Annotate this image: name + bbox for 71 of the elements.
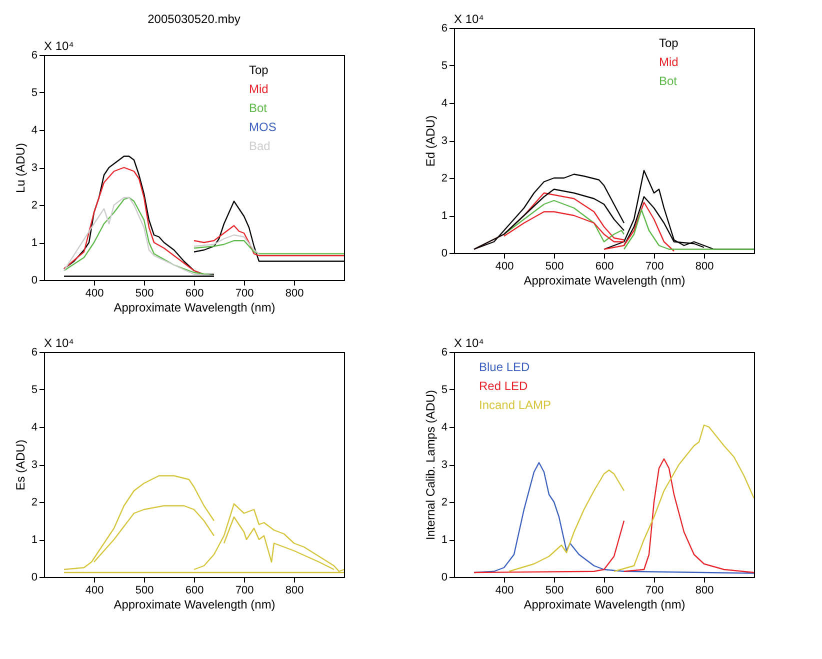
x-tick-label: 600 bbox=[185, 288, 204, 300]
y-tick-label: 1 bbox=[31, 237, 38, 249]
y-axis-title: Es (ADU) bbox=[13, 440, 28, 490]
y-tick-label: 3 bbox=[31, 162, 38, 174]
y-tick-label: 0 bbox=[441, 572, 448, 584]
x-axis-title: Approximate Wavelength (nm) bbox=[524, 274, 686, 288]
y-tick-label: 3 bbox=[441, 459, 448, 471]
x-tick-label: 800 bbox=[285, 584, 304, 596]
x-axis-title: Approximate Wavelength (nm) bbox=[114, 300, 276, 314]
y-tick-label: 3 bbox=[441, 135, 448, 147]
x-tick-label: 700 bbox=[235, 288, 254, 300]
y-tick-label: 6 bbox=[31, 346, 38, 358]
x-tick-label: 600 bbox=[185, 584, 204, 596]
x-tick-label: 800 bbox=[285, 288, 304, 300]
x-tick-label: 500 bbox=[545, 584, 564, 596]
x-tick-label: 700 bbox=[645, 584, 664, 596]
x-tick-label: 600 bbox=[595, 260, 614, 272]
text: Top bbox=[249, 63, 269, 77]
y-tick-label: 0 bbox=[441, 248, 448, 260]
x-tick-label: 400 bbox=[85, 584, 104, 596]
text: Blue LED bbox=[479, 360, 530, 374]
y-tick-label: 1 bbox=[441, 534, 448, 546]
y-tick-label: 1 bbox=[441, 210, 448, 222]
y-tick-label: 0 bbox=[31, 572, 38, 584]
x-tick-label: 700 bbox=[645, 260, 664, 272]
x-tick-label: 700 bbox=[235, 584, 254, 596]
y-axis-title: Internal Calib. Lamps (ADU) bbox=[423, 390, 438, 540]
y-tick-label: 5 bbox=[31, 87, 38, 99]
x-axis-title: Approximate Wavelength (nm) bbox=[524, 598, 686, 612]
text: Bot bbox=[659, 74, 678, 88]
y-axis-title: Ed (ADU) bbox=[423, 115, 438, 167]
y-tick-label: 4 bbox=[31, 422, 38, 434]
text: Incand LAMP bbox=[479, 398, 552, 412]
y-tick-label: 5 bbox=[31, 384, 38, 396]
x-tick-label: 500 bbox=[135, 288, 154, 300]
x-tick-label: 800 bbox=[695, 584, 714, 596]
y-tick-label: 6 bbox=[31, 50, 38, 62]
text: Red LED bbox=[479, 379, 528, 393]
x-tick-label: 400 bbox=[495, 260, 514, 272]
x-tick-label: 400 bbox=[495, 584, 514, 596]
y-tick-label: 2 bbox=[31, 496, 38, 508]
y-tick-label: 6 bbox=[441, 346, 448, 358]
text: X 10⁴ bbox=[44, 39, 74, 53]
y-tick-label: 1 bbox=[31, 534, 38, 546]
y-tick-label: 4 bbox=[441, 98, 448, 110]
text: X 10⁴ bbox=[454, 336, 484, 350]
x-tick-label: 500 bbox=[545, 260, 564, 272]
text: Mid bbox=[659, 55, 678, 69]
y-tick-label: 2 bbox=[441, 496, 448, 508]
y-tick-label: 5 bbox=[441, 384, 448, 396]
y-tick-label: 6 bbox=[441, 22, 448, 34]
text: Bot bbox=[249, 101, 268, 115]
y-tick-label: 0 bbox=[31, 274, 38, 286]
x-axis-title: Approximate Wavelength (nm) bbox=[114, 598, 276, 612]
y-tick-label: 4 bbox=[31, 124, 38, 136]
legend-label: MOS bbox=[249, 120, 276, 134]
text: Top bbox=[659, 36, 679, 50]
text: Mid bbox=[249, 82, 268, 96]
chart-title: 2005030520.mby bbox=[148, 12, 240, 26]
text: X 10⁴ bbox=[44, 336, 74, 350]
y-tick-label: 5 bbox=[441, 60, 448, 72]
x-tick-label: 600 bbox=[595, 584, 614, 596]
y-tick-label: 3 bbox=[31, 459, 38, 471]
text: X 10⁴ bbox=[454, 12, 484, 26]
y-axis-title: Lu (ADU) bbox=[13, 142, 28, 194]
y-tick-label: 2 bbox=[31, 200, 38, 212]
x-tick-label: 400 bbox=[85, 288, 104, 300]
x-tick-label: 500 bbox=[135, 584, 154, 596]
y-tick-label: 2 bbox=[441, 172, 448, 184]
x-tick-label: 800 bbox=[695, 260, 714, 272]
y-tick-label: 4 bbox=[441, 422, 448, 434]
